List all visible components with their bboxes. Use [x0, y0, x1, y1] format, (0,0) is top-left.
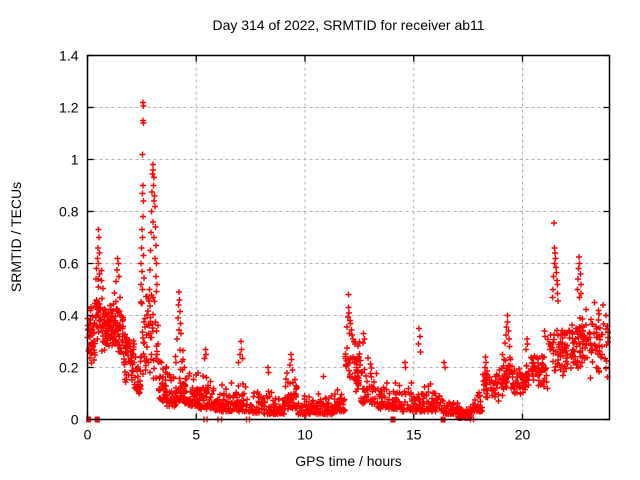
y-axis-label-text: SRMTID / TECUs [8, 181, 24, 293]
y-tick-label: 0.6 [59, 256, 79, 272]
x-tick-label: 0 [84, 427, 92, 443]
y-tick-label: 1 [71, 152, 79, 168]
scatter-points [84, 99, 611, 423]
y-tick-label: 0 [71, 412, 79, 428]
chart-title: Day 314 of 2022, SRMTID for receiver ab1… [212, 17, 485, 33]
x-tick-label: 10 [297, 427, 313, 443]
x-tick-label: 15 [406, 427, 422, 443]
x-tick-label: 20 [515, 427, 531, 443]
y-tick-label: 1.2 [59, 100, 79, 116]
y-tick-label: 0.2 [59, 360, 79, 376]
plot-border [86, 54, 611, 421]
x-axis-label: GPS time / hours [295, 453, 402, 469]
tick-labels: 0 5 10 15 20 0 0.2 0.4 0.6 0.8 1 1.2 1.4 [59, 48, 530, 443]
y-tick-label: 0.8 [59, 204, 79, 220]
x-tick-label: 5 [192, 427, 200, 443]
y-tick-label: 0.4 [59, 308, 79, 324]
y-tick-label: 1.4 [59, 48, 79, 64]
